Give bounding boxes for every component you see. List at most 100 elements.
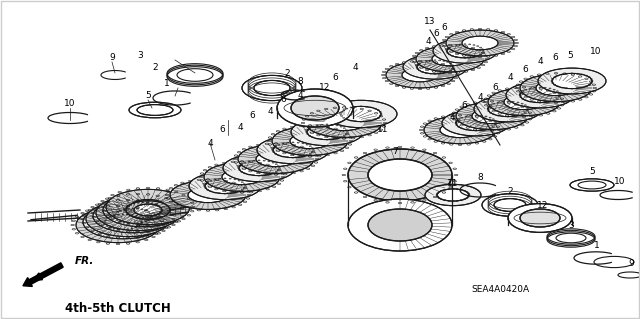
Ellipse shape bbox=[348, 199, 452, 251]
Ellipse shape bbox=[307, 124, 347, 140]
Ellipse shape bbox=[222, 169, 262, 185]
Ellipse shape bbox=[126, 201, 170, 219]
Ellipse shape bbox=[417, 60, 453, 74]
Ellipse shape bbox=[508, 204, 572, 233]
Ellipse shape bbox=[440, 122, 480, 137]
Ellipse shape bbox=[442, 110, 510, 136]
Text: 13: 13 bbox=[424, 18, 436, 26]
Text: 6: 6 bbox=[219, 125, 225, 135]
Ellipse shape bbox=[368, 209, 432, 241]
Ellipse shape bbox=[488, 88, 560, 116]
Ellipse shape bbox=[290, 133, 330, 149]
Ellipse shape bbox=[424, 116, 496, 144]
Ellipse shape bbox=[504, 94, 544, 110]
Ellipse shape bbox=[239, 160, 279, 175]
Ellipse shape bbox=[188, 187, 228, 203]
Text: 3: 3 bbox=[137, 50, 143, 60]
Text: 5: 5 bbox=[567, 50, 573, 60]
Text: 6: 6 bbox=[461, 100, 467, 109]
Ellipse shape bbox=[348, 149, 452, 201]
Ellipse shape bbox=[306, 108, 382, 137]
Text: 9: 9 bbox=[628, 258, 634, 268]
Ellipse shape bbox=[433, 39, 497, 63]
Ellipse shape bbox=[134, 204, 162, 216]
Ellipse shape bbox=[520, 87, 560, 103]
Ellipse shape bbox=[103, 193, 183, 227]
Ellipse shape bbox=[242, 75, 302, 100]
Ellipse shape bbox=[272, 127, 348, 155]
Ellipse shape bbox=[110, 211, 146, 226]
Text: 10: 10 bbox=[64, 100, 76, 108]
Text: 4: 4 bbox=[297, 92, 303, 100]
Ellipse shape bbox=[386, 62, 454, 88]
Text: 6: 6 bbox=[441, 23, 447, 32]
Ellipse shape bbox=[402, 68, 438, 82]
Ellipse shape bbox=[130, 199, 166, 215]
Ellipse shape bbox=[106, 189, 190, 225]
Ellipse shape bbox=[474, 96, 542, 122]
Text: 6: 6 bbox=[332, 73, 338, 83]
Text: 4th-5th CLUTCH: 4th-5th CLUTCH bbox=[65, 301, 171, 315]
Ellipse shape bbox=[416, 46, 484, 72]
Ellipse shape bbox=[273, 142, 313, 158]
Ellipse shape bbox=[462, 36, 498, 50]
Text: 4: 4 bbox=[207, 139, 213, 149]
Ellipse shape bbox=[341, 107, 381, 122]
Ellipse shape bbox=[437, 189, 469, 201]
Ellipse shape bbox=[494, 199, 526, 211]
Ellipse shape bbox=[170, 181, 246, 210]
Text: 4: 4 bbox=[449, 114, 455, 122]
Text: 3: 3 bbox=[568, 220, 574, 229]
Ellipse shape bbox=[115, 208, 151, 224]
Ellipse shape bbox=[488, 101, 528, 117]
Ellipse shape bbox=[76, 207, 160, 243]
Text: 9: 9 bbox=[109, 54, 115, 63]
Ellipse shape bbox=[456, 115, 496, 130]
Text: 4: 4 bbox=[237, 123, 243, 132]
Ellipse shape bbox=[277, 89, 353, 127]
Ellipse shape bbox=[538, 68, 606, 94]
Ellipse shape bbox=[223, 154, 295, 182]
Ellipse shape bbox=[368, 159, 432, 191]
Ellipse shape bbox=[238, 145, 314, 174]
Text: 6: 6 bbox=[433, 28, 439, 38]
Ellipse shape bbox=[256, 152, 296, 167]
Text: 10: 10 bbox=[590, 48, 602, 56]
Ellipse shape bbox=[456, 102, 528, 130]
Ellipse shape bbox=[189, 172, 261, 200]
Ellipse shape bbox=[291, 118, 363, 146]
Ellipse shape bbox=[205, 178, 245, 194]
Ellipse shape bbox=[137, 105, 173, 115]
Ellipse shape bbox=[96, 195, 180, 231]
Text: 4: 4 bbox=[352, 63, 358, 72]
Text: 2: 2 bbox=[152, 63, 158, 72]
Ellipse shape bbox=[578, 181, 606, 189]
Ellipse shape bbox=[83, 205, 163, 239]
Text: 6: 6 bbox=[249, 112, 255, 121]
Text: 4: 4 bbox=[477, 93, 483, 102]
Ellipse shape bbox=[325, 100, 397, 128]
Text: 8: 8 bbox=[477, 174, 483, 182]
Ellipse shape bbox=[425, 184, 481, 206]
Ellipse shape bbox=[105, 214, 141, 230]
Text: 11: 11 bbox=[377, 125, 388, 135]
Text: 10: 10 bbox=[614, 177, 626, 187]
Ellipse shape bbox=[446, 30, 514, 56]
Ellipse shape bbox=[403, 55, 467, 79]
Ellipse shape bbox=[482, 194, 538, 216]
Text: 4: 4 bbox=[537, 57, 543, 66]
Ellipse shape bbox=[506, 82, 574, 108]
Text: SEA4A0420A: SEA4A0420A bbox=[471, 286, 529, 294]
Text: 4: 4 bbox=[507, 73, 513, 83]
Text: 7: 7 bbox=[392, 147, 398, 157]
Ellipse shape bbox=[472, 108, 512, 123]
Ellipse shape bbox=[520, 209, 560, 227]
Text: 6: 6 bbox=[522, 65, 528, 75]
Ellipse shape bbox=[447, 44, 483, 58]
Ellipse shape bbox=[570, 179, 614, 191]
Ellipse shape bbox=[520, 74, 592, 102]
Ellipse shape bbox=[129, 102, 181, 118]
Text: 1: 1 bbox=[164, 79, 170, 88]
Text: 2: 2 bbox=[284, 70, 290, 78]
Ellipse shape bbox=[552, 73, 592, 89]
